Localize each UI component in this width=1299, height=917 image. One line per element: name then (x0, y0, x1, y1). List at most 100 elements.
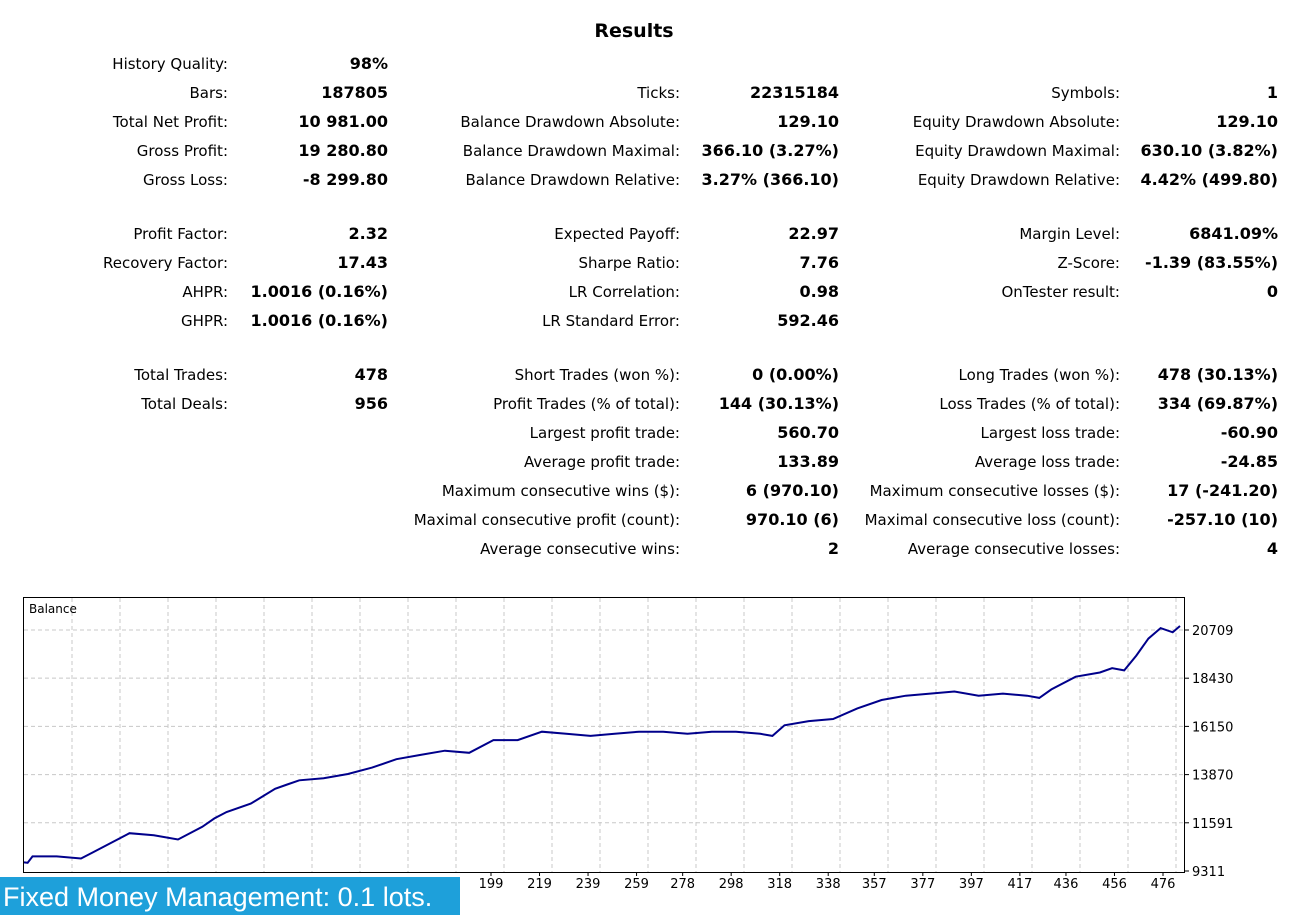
x-tick-label: 436 (1054, 877, 1079, 892)
money-management-banner: Fixed Money Management: 0.1 lots. (0, 877, 460, 915)
stat-label: Z-Score: (1057, 254, 1121, 272)
stat-value: -1.39 (83.55%) (1145, 253, 1278, 272)
x-tick-label: 259 (624, 877, 649, 892)
x-tick-label: 417 (1007, 877, 1032, 892)
stat-label: Largest loss trade: (980, 424, 1120, 442)
x-tick-label: 397 (959, 877, 984, 892)
stat-label: AHPR: (182, 283, 228, 301)
stat-label: Maximum consecutive losses ($): (869, 482, 1120, 500)
stat-value: 560.70 (777, 423, 839, 442)
x-tick-label: 377 (910, 877, 935, 892)
balance-chart (23, 597, 1185, 873)
stat-label: Profit Factor: (133, 225, 228, 243)
y-tick-label: 11591 (1192, 817, 1233, 832)
stat-label: Average loss trade: (974, 453, 1120, 471)
stat-value: 630.10 (3.82%) (1140, 141, 1278, 160)
stat-label: Sharpe Ratio: (578, 254, 680, 272)
stat-label: Largest profit trade: (529, 424, 680, 442)
y-tick-label: 18430 (1192, 672, 1233, 687)
stat-label: LR Standard Error: (542, 312, 680, 330)
stat-label: Equity Drawdown Relative: (917, 171, 1120, 189)
x-tick-label: 338 (816, 877, 841, 892)
stat-value: 144 (30.13%) (718, 394, 839, 413)
x-tick-label: 298 (719, 877, 744, 892)
y-tick-label: 9311 (1192, 865, 1225, 880)
stat-label: Balance Drawdown Relative: (465, 171, 680, 189)
x-tick-label: 278 (670, 877, 695, 892)
stat-value: 22315184 (749, 83, 839, 102)
stat-value: 0 (0.00%) (752, 365, 839, 384)
stat-label: Long Trades (won %): (958, 366, 1120, 384)
stat-label: Total Deals: (141, 395, 228, 413)
balance-line (24, 625, 1181, 864)
stat-value: -8 299.80 (302, 170, 388, 189)
page-title: Results (594, 20, 674, 42)
stat-label: Short Trades (won %): (514, 366, 680, 384)
stat-value: 129.10 (1216, 112, 1278, 131)
stat-value: 4.42% (499.80) (1140, 170, 1278, 189)
stat-value: 4 (1266, 539, 1278, 558)
y-tick-label: 20709 (1192, 624, 1233, 639)
stat-value: 19 280.80 (298, 141, 388, 160)
stat-value: 1.0016 (0.16%) (250, 311, 388, 330)
stat-label: LR Correlation: (568, 283, 680, 301)
stat-label: Symbols: (1051, 84, 1120, 102)
stat-label: Total Trades: (134, 366, 228, 384)
chart-title: Balance (29, 602, 77, 616)
stat-label: Bars: (189, 84, 228, 102)
stat-value: 592.46 (777, 311, 839, 330)
stat-value: 6841.09% (1189, 224, 1278, 243)
stat-label: Gross Loss: (143, 171, 228, 189)
stat-value: -257.10 (10) (1167, 510, 1278, 529)
stat-value: 7.76 (799, 253, 839, 272)
stat-value: 2.32 (348, 224, 388, 243)
stat-label: Recovery Factor: (102, 254, 228, 272)
stat-value: 129.10 (777, 112, 839, 131)
x-tick-label: 476 (1151, 877, 1176, 892)
stat-label: Gross Profit: (136, 142, 228, 160)
stat-value: 334 (69.87%) (1157, 394, 1278, 413)
stat-label: Margin Level: (1019, 225, 1120, 243)
balance-chart-plot (24, 598, 1184, 872)
x-tick-label: 219 (527, 877, 552, 892)
stat-value: 6 (970.10) (745, 481, 839, 500)
stat-value: 3.27% (366.10) (701, 170, 839, 189)
stat-label: Balance Drawdown Absolute: (460, 113, 680, 131)
stat-label: GHPR: (181, 312, 228, 330)
stat-value: -60.90 (1220, 423, 1278, 442)
stat-label: Total Net Profit: (112, 113, 228, 131)
stat-value: 0 (1266, 282, 1278, 301)
stat-label: Average profit trade: (523, 453, 680, 471)
stat-value: 0.98 (799, 282, 839, 301)
x-tick-label: 199 (479, 877, 504, 892)
x-tick-label: 318 (767, 877, 792, 892)
stat-value: 478 (30.13%) (1157, 365, 1278, 384)
stat-value: 187805 (321, 83, 388, 102)
stat-label: Expected Payoff: (554, 225, 680, 243)
x-tick-label: 456 (1102, 877, 1127, 892)
stat-label: Equity Drawdown Absolute: (912, 113, 1120, 131)
x-tick-label: 357 (862, 877, 887, 892)
stat-value: 17.43 (337, 253, 388, 272)
stat-label: OnTester result: (1001, 283, 1120, 301)
stat-value: 10 981.00 (298, 112, 388, 131)
stat-value: -24.85 (1220, 452, 1278, 471)
stat-value: 2 (827, 539, 839, 558)
stat-value: 1.0016 (0.16%) (250, 282, 388, 301)
stat-value: 478 (354, 365, 388, 384)
stat-label: Profit Trades (% of total): (493, 395, 680, 413)
stat-value: 366.10 (3.27%) (701, 141, 839, 160)
stat-label: Maximum consecutive wins ($): (441, 482, 680, 500)
stat-value: 133.89 (777, 452, 839, 471)
stat-label: Average consecutive wins: (480, 540, 680, 558)
stat-value: 17 (-241.20) (1167, 481, 1278, 500)
stat-value: 1 (1266, 83, 1278, 102)
x-tick-label: 239 (576, 877, 601, 892)
stat-value: 98% (349, 54, 388, 73)
stat-label: Maximal consecutive profit (count): (413, 511, 680, 529)
stat-label: Loss Trades (% of total): (939, 395, 1120, 413)
stat-label: Ticks: (637, 84, 680, 102)
y-tick-label: 16150 (1192, 720, 1233, 735)
stat-value: 956 (354, 394, 388, 413)
